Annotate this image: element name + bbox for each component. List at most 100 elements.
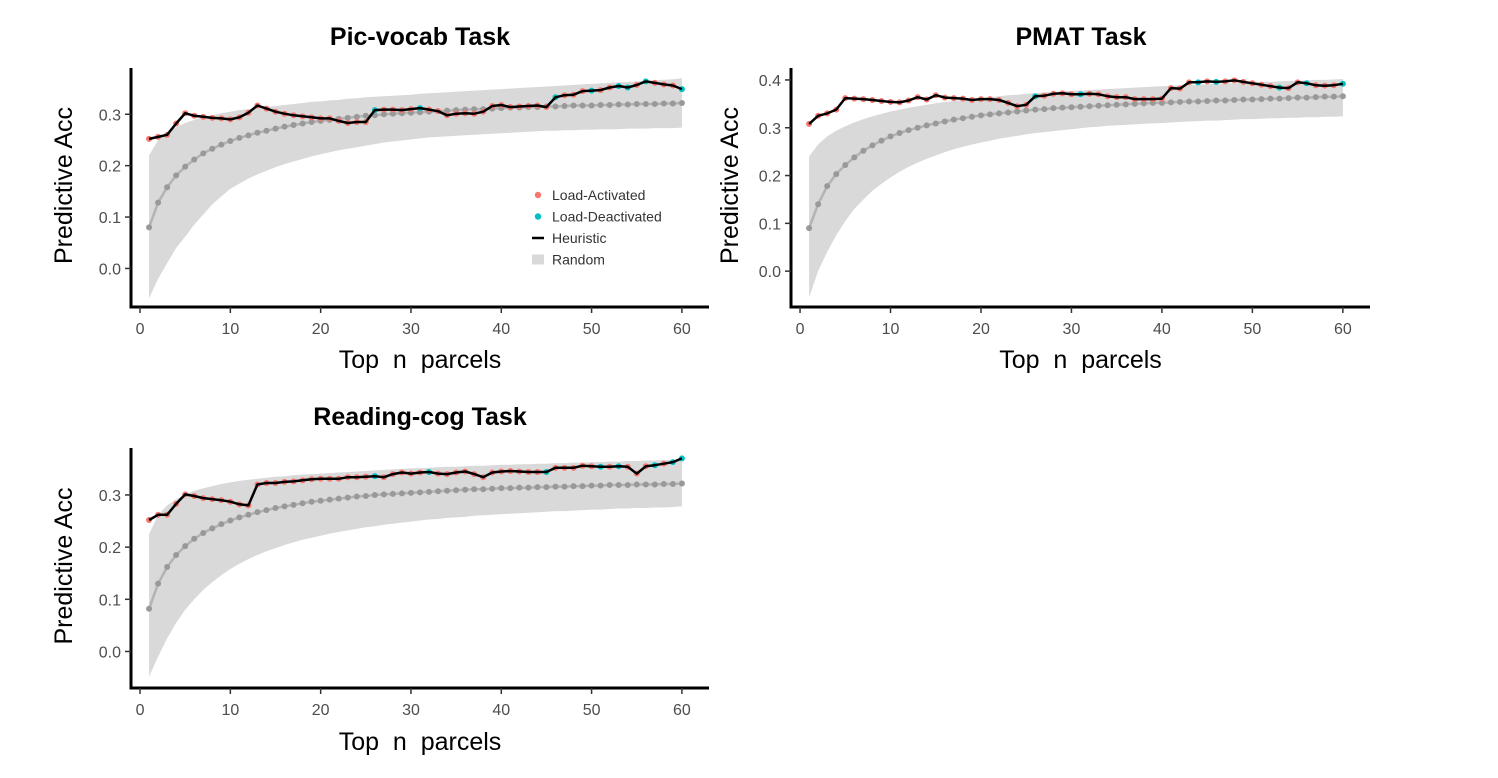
- random-mean-point: [1339, 93, 1346, 100]
- random-mean-point: [182, 543, 189, 550]
- y-axis-title: Predictive Acc: [716, 107, 744, 264]
- random-band: [149, 459, 682, 677]
- x-tick-label: 30: [1063, 321, 1081, 338]
- random-mean-point: [480, 486, 487, 493]
- random-mean-point: [1249, 96, 1256, 103]
- random-mean-point: [950, 116, 957, 123]
- x-axis-title: Top n parcels: [999, 346, 1162, 374]
- random-mean-point: [146, 605, 153, 612]
- random-mean-point: [281, 123, 288, 130]
- legend-key-point: [534, 213, 542, 220]
- random-mean-point: [896, 130, 903, 137]
- random-mean-point: [173, 172, 180, 179]
- random-mean-point: [1095, 102, 1102, 109]
- random-mean-point: [570, 483, 577, 490]
- random-mean-point: [371, 491, 378, 498]
- random-mean-point: [987, 111, 994, 118]
- random-mean-point: [887, 133, 894, 140]
- random-mean-point: [534, 484, 541, 491]
- random-mean-point: [290, 501, 297, 508]
- random-mean-point: [218, 521, 225, 528]
- x-tick-label: 60: [673, 321, 691, 338]
- random-mean-point: [606, 102, 613, 109]
- random-mean-point: [335, 495, 342, 502]
- y-tick-label: 0.1: [99, 592, 121, 609]
- random-mean-point: [218, 141, 225, 148]
- random-mean-point: [398, 490, 405, 497]
- random-mean-point: [1131, 100, 1138, 107]
- random-mean-point: [1005, 109, 1012, 116]
- random-mean-point: [272, 125, 279, 132]
- random-mean-point: [588, 102, 595, 109]
- random-mean-point: [1023, 107, 1030, 114]
- heuristic-line: [148, 457, 683, 522]
- legend: Load-Activated Load-Deactivated Heuristic R…: [532, 187, 662, 268]
- heuristic-line: [148, 80, 683, 141]
- random-mean-point: [417, 109, 423, 116]
- random-mean-point: [1177, 98, 1184, 105]
- random-mean-point: [615, 101, 622, 108]
- chart-panel-2: 0 10 20 30 40 50 60 0.0 0.1 0.2 0.3 0.4 PMAT Task Top…: [716, 23, 1370, 374]
- random-mean-point: [200, 150, 207, 157]
- random-mean-point: [824, 183, 831, 190]
- random-mean-point: [624, 482, 631, 489]
- random-mean-point: [1104, 102, 1111, 109]
- random-mean-point: [1158, 99, 1165, 106]
- random-mean-point: [1068, 104, 1075, 111]
- random-mean-point: [209, 525, 216, 532]
- random-mean-point: [173, 551, 180, 558]
- random-mean-point: [1213, 97, 1220, 104]
- random-mean-point: [164, 184, 171, 191]
- x-tick-label: 40: [492, 321, 510, 338]
- y-axis-title: Predictive Acc: [50, 107, 78, 264]
- random-mean-point: [860, 147, 867, 154]
- random-mean-point: [200, 530, 207, 537]
- random-mean-point: [191, 156, 198, 163]
- random-mean-point: [155, 199, 162, 206]
- random-mean-point: [1195, 98, 1202, 105]
- random-mean-point: [444, 487, 451, 494]
- random-mean-point: [444, 107, 451, 114]
- random-mean-point: [362, 493, 369, 499]
- random-mean-point: [597, 102, 604, 109]
- random-mean-point: [1312, 94, 1319, 101]
- random-mean-point: [164, 563, 171, 570]
- random-mean-point: [227, 137, 234, 144]
- chart-title: Reading-cog Task: [313, 403, 527, 431]
- random-mean-point: [923, 122, 930, 129]
- chart-title: Pic-vocab Task: [330, 23, 510, 51]
- random-band: [149, 78, 682, 299]
- random-mean-point: [290, 122, 297, 129]
- random-mean-point: [317, 497, 324, 504]
- random-mean-point: [272, 505, 279, 511]
- random-mean-point: [597, 482, 604, 489]
- random-mean-point: [1041, 106, 1048, 113]
- random-mean-point: [489, 485, 496, 492]
- y-tick-label: 0.0: [99, 644, 121, 661]
- random-mean-point: [462, 486, 469, 493]
- random-mean-point: [1014, 108, 1021, 115]
- random-mean-point: [308, 118, 315, 125]
- random-mean-point: [1077, 103, 1084, 110]
- random-mean-point: [669, 481, 676, 487]
- random-mean-point: [146, 224, 153, 231]
- x-tick-label: 50: [583, 702, 601, 719]
- random-band: [809, 79, 1343, 298]
- random-mean-point: [959, 115, 966, 122]
- random-mean-point: [1276, 95, 1283, 102]
- random-mean-point: [380, 491, 387, 498]
- random-mean-point: [570, 102, 577, 109]
- random-mean-point: [1122, 101, 1129, 108]
- random-mean-point: [245, 511, 252, 518]
- random-mean-point: [525, 484, 532, 491]
- random-mean-point: [914, 124, 921, 131]
- x-tick-label: 20: [312, 702, 330, 719]
- x-tick-label: 0: [796, 321, 805, 338]
- random-mean-point: [1285, 95, 1292, 102]
- random-mean-point: [977, 112, 984, 119]
- x-tick-label: 60: [1334, 321, 1352, 338]
- random-mean-point: [633, 100, 640, 107]
- legend-key-point: [534, 191, 542, 199]
- x-tick-label: 20: [312, 321, 330, 338]
- random-mean-point: [869, 142, 876, 149]
